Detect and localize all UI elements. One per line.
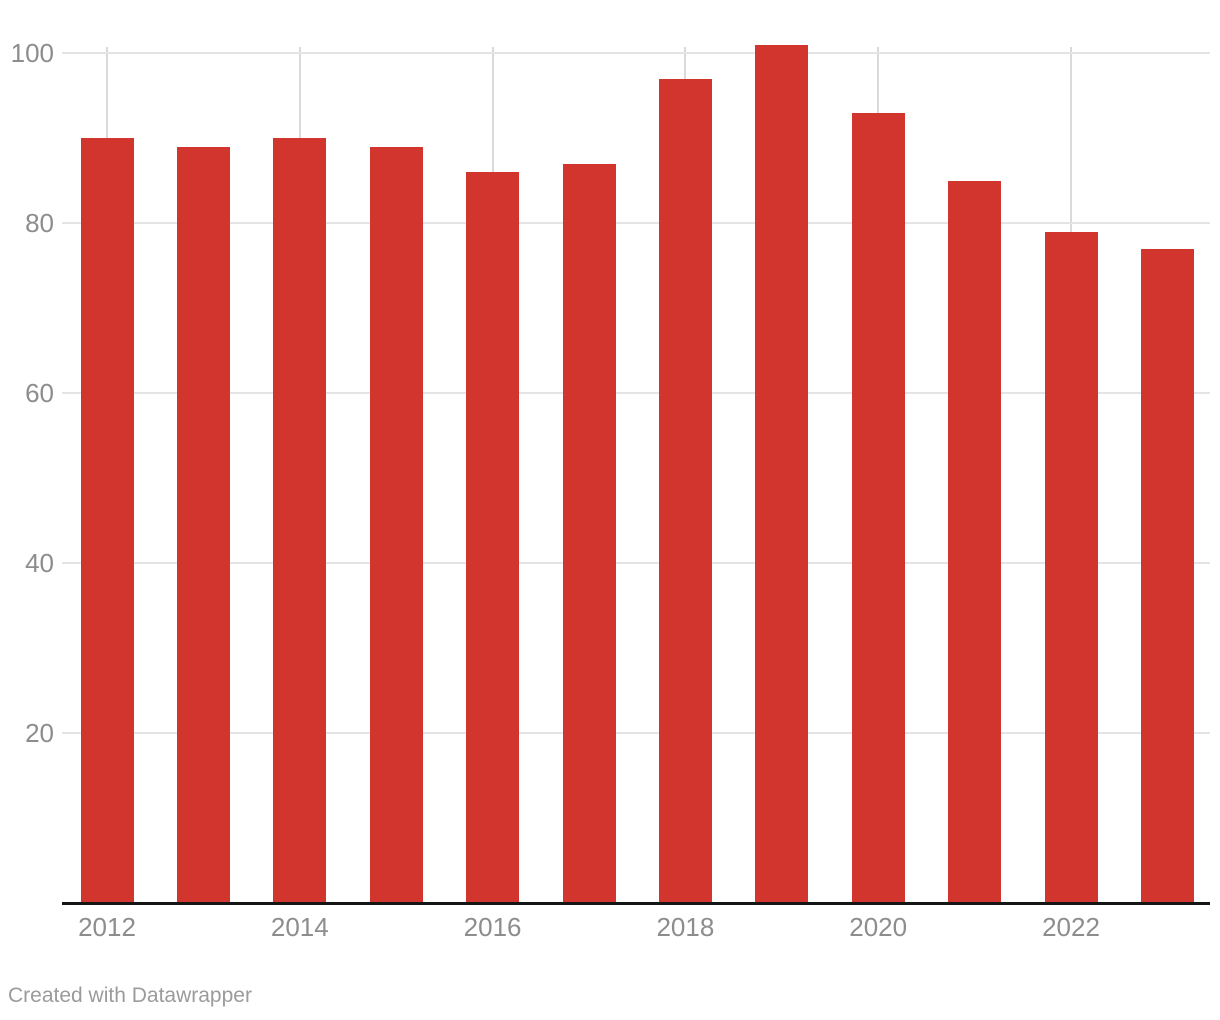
x-axis-label-2022: 2022 <box>1042 912 1100 942</box>
bar-2012[interactable] <box>80 138 134 902</box>
gridline-y-80 <box>62 222 1210 224</box>
gridline-y-60 <box>62 392 1210 394</box>
bar-2023[interactable] <box>1140 248 1194 902</box>
y-axis-label-80: 80 <box>25 208 54 238</box>
gridline-y-40 <box>62 562 1210 564</box>
bar-2016[interactable] <box>466 172 520 902</box>
bar-2017[interactable] <box>562 163 616 902</box>
x-axis-label-2014: 2014 <box>270 912 329 942</box>
x-axis-label-2018: 2018 <box>656 912 715 942</box>
bar-2020[interactable] <box>851 112 905 902</box>
x-axis-label-2020: 2020 <box>849 912 908 942</box>
y-axis-label-100: 100 <box>10 38 54 68</box>
bar-2018[interactable] <box>658 78 712 902</box>
bar-2013[interactable] <box>176 146 230 902</box>
bar-2015[interactable] <box>369 146 423 902</box>
x-axis-label-2016: 2016 <box>463 912 522 942</box>
x-axis-baseline <box>62 902 1210 905</box>
y-axis-label-40: 40 <box>25 548 54 578</box>
y-axis-label-20: 20 <box>25 718 54 748</box>
attribution-link[interactable]: Created with Datawrapper <box>8 984 252 1007</box>
bar-2014[interactable] <box>273 138 327 902</box>
gridline-y-100 <box>62 52 1210 54</box>
x-axis-label-2012: 2012 <box>78 912 136 942</box>
y-axis-label-60: 60 <box>25 378 54 408</box>
bar-2021[interactable] <box>948 180 1002 902</box>
bar-2022[interactable] <box>1044 231 1098 902</box>
gridline-y-20 <box>62 732 1210 734</box>
bar-2019[interactable] <box>755 44 809 902</box>
